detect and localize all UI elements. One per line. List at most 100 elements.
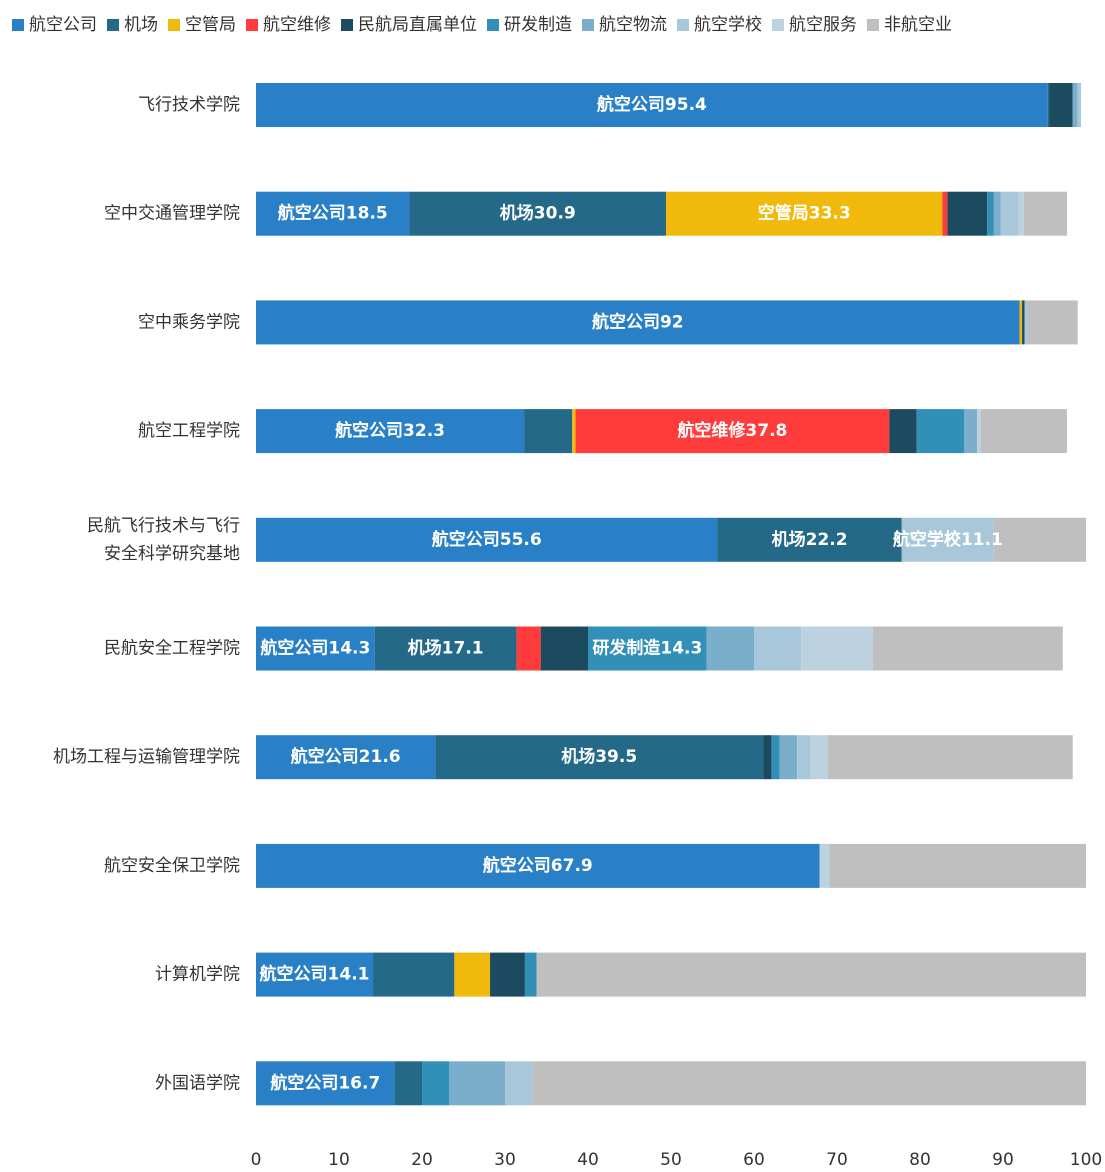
- bar-segment: [1000, 191, 1019, 236]
- legend-label: 空管局: [185, 15, 236, 35]
- legend-label: 非航空业: [884, 15, 952, 35]
- bar-segment: [916, 409, 964, 454]
- bar-segment: [754, 626, 802, 671]
- bar-segment: [422, 1061, 450, 1106]
- bar-segment: [993, 517, 1086, 562]
- x-tick-label: 70: [826, 1150, 848, 1168]
- bar-segment: [449, 1061, 505, 1106]
- legend-swatch: [246, 19, 258, 31]
- data-label: 航空公司92: [592, 311, 684, 332]
- data-label: 航空学校11.1: [893, 529, 1003, 550]
- bar-segment: [256, 952, 374, 997]
- bar-segment: [889, 409, 917, 454]
- bar-segment: [256, 843, 820, 888]
- bar-segment: [588, 626, 707, 671]
- legend-swatch: [107, 19, 119, 31]
- x-axis-ticks: 0 10 20 30 40 50 60 70 80 90 100: [251, 1150, 1103, 1170]
- legend-swatch: [772, 19, 784, 31]
- bar-segment: [706, 626, 754, 671]
- bar-segment: [901, 517, 994, 562]
- legend-swatch: [867, 19, 879, 31]
- bar-segment: [1027, 300, 1078, 345]
- category-label: 空中乘务学院: [138, 312, 240, 332]
- bar-segment: [532, 1061, 1086, 1106]
- bar-segment: [980, 409, 1067, 454]
- data-label: 航空公司95.4: [597, 94, 707, 115]
- bar-segment: [374, 626, 517, 671]
- bar-segment: [256, 83, 1048, 127]
- bar-segment: [947, 191, 988, 236]
- legend-swatch: [168, 19, 180, 31]
- bar-segment: [435, 735, 764, 780]
- bar-segment: [1023, 191, 1067, 236]
- bar-segment: [373, 952, 455, 997]
- data-label: 机场22.2: [772, 529, 848, 550]
- bar-segment: [256, 517, 718, 562]
- legend-label: 航空服务: [789, 15, 857, 35]
- data-label: 航空公司55.6: [432, 529, 542, 550]
- category-label: 外国语学院: [155, 1073, 240, 1093]
- bar-segment: [763, 735, 772, 780]
- category-labels: 飞行技术学院空中交通管理学院空中乘务学院航空工程学院民航飞行技术与飞行安全科学研…: [53, 95, 240, 1093]
- data-label: 航空公司18.5: [278, 203, 388, 224]
- bar-segment: [1018, 191, 1024, 236]
- bar-segment: [256, 409, 525, 454]
- bar-segment: [1022, 300, 1025, 345]
- bar-segment: [1072, 83, 1078, 127]
- bar-segment: [993, 191, 1001, 236]
- data-label: 航空公司16.7: [270, 1072, 380, 1093]
- bar-segment: [1047, 83, 1050, 127]
- data-label: 机场39.5: [561, 746, 637, 767]
- data-label: 空管局33.3: [758, 203, 851, 224]
- bar-segment: [490, 952, 525, 997]
- legend-label: 机场: [124, 15, 158, 35]
- legend-swatch: [487, 19, 499, 31]
- bar-segment: [572, 409, 576, 454]
- x-tick-label: 100: [1070, 1150, 1102, 1168]
- bar-segment: [256, 626, 375, 671]
- bar-segment: [256, 1061, 395, 1106]
- x-tick-label: 40: [577, 1150, 599, 1168]
- data-labels: 航空公司95.4 航空公司18.5 机场30.9 空管局33.3 航空公司92 航空公司3…: [260, 94, 1003, 1093]
- legend-label: 研发制造: [504, 15, 572, 35]
- category-label: 民航安全工程学院: [104, 639, 240, 659]
- data-label: 航空公司14.3: [260, 638, 370, 659]
- category-label: 空中交通管理学院: [104, 204, 240, 224]
- bar-segment: [516, 626, 541, 671]
- data-label: 机场30.9: [500, 203, 576, 224]
- bar-segment: [771, 735, 780, 780]
- bar-segment: [256, 735, 436, 780]
- bar-segment: [797, 735, 811, 780]
- bar-segment: [942, 191, 948, 236]
- bar-segment: [977, 409, 981, 454]
- bar-segment: [575, 409, 890, 454]
- category-label: 航空工程学院: [138, 421, 240, 441]
- x-tick-label: 60: [743, 1150, 765, 1168]
- data-label: 航空公司14.1: [260, 964, 370, 985]
- bar-segment: [810, 735, 828, 780]
- legend-label: 航空物流: [599, 15, 667, 35]
- bar-segment: [1019, 300, 1023, 345]
- legend-swatch: [12, 19, 24, 31]
- bar-segment: [540, 626, 588, 671]
- bar-segment: [394, 1061, 422, 1106]
- bar-segment: [454, 952, 491, 997]
- category-label: 安全科学研究基地: [104, 544, 240, 564]
- category-label: 计算机学院: [155, 965, 240, 985]
- data-label: 航空维修37.8: [677, 420, 787, 441]
- category-label: 民航飞行技术与飞行: [87, 516, 240, 536]
- x-tick-label: 50: [660, 1150, 682, 1168]
- bar-segment: [1077, 83, 1082, 127]
- x-tick-label: 10: [328, 1150, 350, 1168]
- legend-label: 航空学校: [694, 15, 762, 35]
- x-tick-label: 80: [909, 1150, 931, 1168]
- bar-segment: [829, 843, 1086, 888]
- x-tick-label: 0: [251, 1150, 262, 1168]
- category-label: 机场工程与运输管理学院: [53, 747, 240, 767]
- bar-segment: [524, 952, 537, 997]
- x-tick-label: 30: [494, 1150, 516, 1168]
- legend-label: 航空公司: [29, 15, 97, 35]
- data-label: 航空公司21.6: [291, 746, 401, 767]
